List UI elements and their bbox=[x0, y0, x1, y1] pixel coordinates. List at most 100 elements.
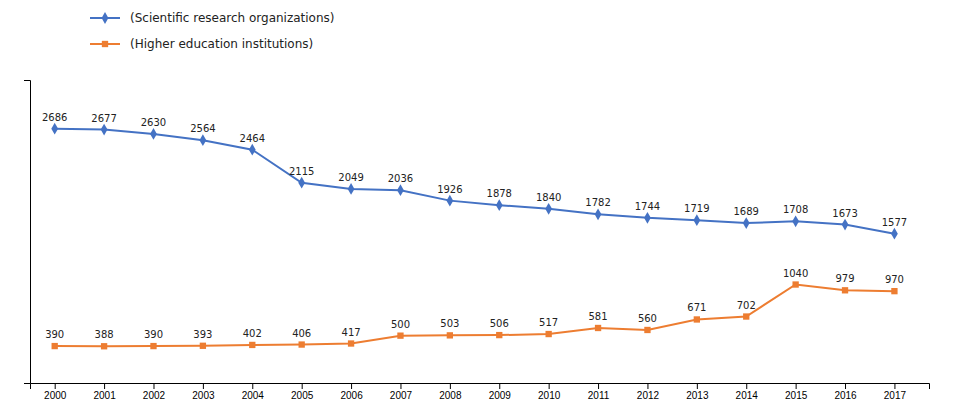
x-tick-mark bbox=[647, 383, 648, 389]
x-tick-mark bbox=[104, 383, 105, 389]
data-label: 2115 bbox=[289, 166, 314, 177]
data-labels: 2686267726302564246421152049203619261878… bbox=[42, 112, 907, 341]
data-label: 1744 bbox=[635, 201, 660, 212]
data-label: 2677 bbox=[91, 113, 116, 124]
data-label: 2686 bbox=[42, 112, 67, 123]
x-tick: 2011 bbox=[588, 383, 610, 401]
legend: (Scientific research organizations) (High… bbox=[90, 11, 335, 51]
data-label: 1673 bbox=[832, 208, 857, 219]
x-tick-mark bbox=[549, 383, 550, 389]
data-label: 1577 bbox=[882, 217, 907, 228]
y-axis bbox=[24, 81, 31, 384]
x-tick-label: 2010 bbox=[538, 390, 561, 401]
marker bbox=[545, 203, 552, 215]
data-label: 2036 bbox=[388, 173, 413, 184]
x-tick: 2013 bbox=[686, 383, 709, 401]
legend-item: (Higher education institutions) bbox=[90, 37, 313, 51]
x-tick-mark bbox=[153, 383, 154, 389]
marker bbox=[792, 281, 798, 287]
data-label: 1840 bbox=[536, 192, 561, 203]
x-tick-mark bbox=[598, 383, 599, 389]
data-label: 1689 bbox=[734, 206, 759, 217]
line bbox=[55, 129, 895, 234]
marker bbox=[348, 183, 355, 195]
x-tick-mark bbox=[302, 383, 303, 389]
x-tick-mark bbox=[894, 383, 895, 389]
marker bbox=[842, 219, 849, 231]
x-tick: 2000 bbox=[44, 383, 67, 401]
data-label: 1878 bbox=[487, 188, 512, 199]
chart: 2000200120022003200420052006200720082009… bbox=[0, 0, 953, 413]
marker bbox=[348, 340, 354, 346]
line bbox=[55, 285, 895, 347]
marker bbox=[397, 332, 403, 338]
x-tick-label: 2002 bbox=[143, 390, 166, 401]
marker bbox=[150, 128, 157, 140]
marker bbox=[842, 287, 848, 293]
marks bbox=[51, 123, 898, 350]
data-label: 506 bbox=[490, 318, 509, 329]
x-tick-label: 2017 bbox=[884, 390, 907, 401]
data-label: 1782 bbox=[585, 197, 610, 208]
marker bbox=[694, 316, 700, 322]
marker bbox=[447, 332, 453, 338]
marker bbox=[496, 199, 503, 211]
data-label: 393 bbox=[193, 329, 212, 340]
x-tick-mark bbox=[499, 383, 500, 389]
x-tick-mark bbox=[55, 383, 56, 389]
data-label: 517 bbox=[539, 317, 558, 328]
x-tick-label: 2007 bbox=[390, 390, 413, 401]
marker bbox=[298, 177, 305, 189]
marker bbox=[249, 144, 256, 156]
x-tick-mark bbox=[351, 383, 352, 389]
marker bbox=[101, 124, 108, 136]
x-tick-mark bbox=[252, 383, 253, 389]
x-tick-label: 2006 bbox=[340, 390, 363, 401]
x-tick: 2007 bbox=[390, 383, 413, 401]
marker bbox=[693, 214, 700, 226]
data-label: 2564 bbox=[190, 123, 215, 134]
legend-item: (Scientific research organizations) bbox=[90, 11, 335, 25]
x-tick-label: 2012 bbox=[637, 390, 660, 401]
marker bbox=[496, 332, 502, 338]
x-tick-label: 2008 bbox=[439, 390, 462, 401]
y-axis-line bbox=[24, 81, 31, 384]
x-tick-label: 2016 bbox=[834, 390, 857, 401]
x-tick-label: 2014 bbox=[736, 390, 759, 401]
data-label: 2630 bbox=[141, 117, 166, 128]
marker bbox=[891, 288, 897, 294]
data-label: 402 bbox=[243, 328, 262, 339]
data-label: 581 bbox=[589, 311, 608, 322]
x-tick-label: 2011 bbox=[588, 390, 610, 401]
x-tick: 2006 bbox=[340, 383, 363, 401]
marker bbox=[644, 327, 650, 333]
marker bbox=[595, 325, 601, 331]
marker bbox=[397, 184, 404, 196]
x-tick-mark bbox=[203, 383, 204, 389]
x-axis-line bbox=[31, 384, 930, 390]
x-tick-label: 2013 bbox=[686, 390, 709, 401]
data-label: 2049 bbox=[338, 172, 363, 183]
marker bbox=[743, 313, 749, 319]
x-tick: 2001 bbox=[93, 383, 116, 401]
marker bbox=[101, 343, 107, 349]
data-label: 671 bbox=[687, 302, 706, 313]
marker bbox=[891, 228, 898, 240]
x-tick-mark bbox=[697, 383, 698, 389]
legend-marker bbox=[102, 12, 109, 24]
x-tick-label: 2004 bbox=[242, 390, 265, 401]
data-label: 1719 bbox=[684, 203, 709, 214]
x-tick-label: 2015 bbox=[785, 390, 808, 401]
marker bbox=[743, 217, 750, 229]
x-tick-mark bbox=[746, 383, 747, 389]
x-tick: 2014 bbox=[736, 383, 759, 401]
legend-label: (Higher education institutions) bbox=[130, 37, 313, 51]
marker bbox=[545, 331, 551, 337]
data-label: 2464 bbox=[240, 133, 265, 144]
x-tick: 2008 bbox=[439, 383, 462, 401]
marker bbox=[595, 208, 602, 220]
x-tick-mark bbox=[400, 383, 401, 389]
x-tick: 2017 bbox=[884, 383, 907, 401]
x-axis: 2000200120022003200420052006200720082009… bbox=[31, 383, 930, 401]
data-label: 417 bbox=[342, 327, 361, 338]
